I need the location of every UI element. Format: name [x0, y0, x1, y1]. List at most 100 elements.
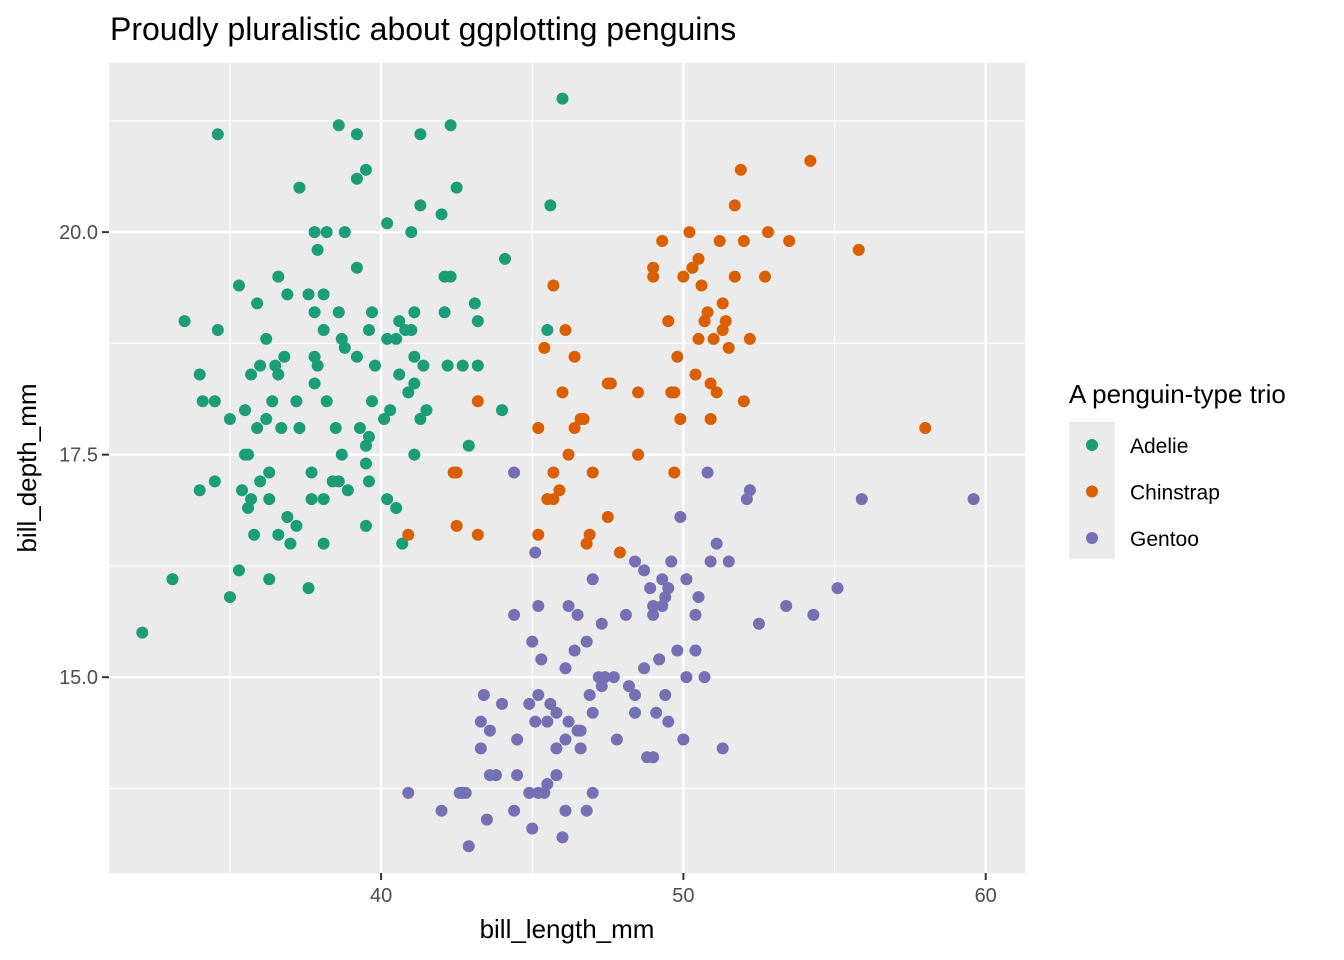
point-chinstrap — [402, 528, 415, 541]
point-adelie — [338, 226, 351, 239]
point-chinstrap — [632, 448, 645, 461]
point-gentoo — [529, 546, 542, 559]
point-chinstrap — [556, 386, 569, 399]
point-gentoo — [574, 724, 587, 737]
point-adelie — [366, 395, 379, 408]
point-chinstrap — [568, 350, 581, 363]
point-chinstrap — [852, 243, 865, 256]
legend: A penguin-type trio Adelie Chinstrap Gento… — [1069, 379, 1286, 559]
point-gentoo — [780, 599, 793, 612]
point-adelie — [544, 199, 557, 212]
point-gentoo — [650, 706, 663, 719]
point-gentoo — [526, 635, 539, 648]
point-adelie — [278, 350, 291, 363]
point-adelie — [384, 404, 397, 417]
point-gentoo — [583, 688, 596, 701]
legend-key-chinstrap — [1086, 485, 1098, 498]
point-gentoo — [559, 662, 572, 675]
point-chinstrap — [737, 235, 750, 248]
point-adelie — [381, 493, 394, 506]
point-adelie — [444, 270, 457, 283]
point-gentoo — [647, 751, 660, 764]
point-gentoo — [462, 840, 475, 853]
x-tick-label: 50 — [672, 885, 694, 907]
point-gentoo — [456, 786, 469, 799]
point-adelie — [405, 226, 418, 239]
point-adelie — [350, 350, 363, 363]
point-adelie — [317, 493, 330, 506]
point-adelie — [308, 306, 321, 319]
point-adelie — [350, 261, 363, 274]
point-chinstrap — [662, 315, 675, 328]
point-gentoo — [607, 671, 620, 684]
point-adelie — [359, 457, 372, 470]
point-adelie — [178, 315, 191, 328]
point-gentoo — [508, 466, 521, 479]
point-chinstrap — [728, 199, 741, 212]
chart-title: Proudly pluralistic about ggplotting pen… — [110, 11, 736, 47]
point-adelie — [239, 404, 252, 417]
legend-key-adelie — [1086, 439, 1098, 451]
point-adelie — [308, 377, 321, 390]
point-adelie — [275, 421, 288, 434]
point-adelie — [366, 306, 379, 319]
y-tick-label: 20.0 — [59, 222, 98, 244]
point-adelie — [496, 404, 509, 417]
point-adelie — [414, 128, 427, 141]
point-adelie — [435, 208, 448, 221]
point-gentoo — [638, 662, 651, 675]
point-gentoo — [698, 671, 711, 684]
point-adelie — [193, 484, 206, 497]
point-chinstrap — [728, 270, 741, 283]
point-chinstrap — [668, 386, 681, 399]
point-adelie — [468, 297, 481, 310]
point-adelie — [381, 217, 394, 230]
point-adelie — [281, 510, 294, 523]
point-adelie — [232, 279, 245, 292]
x-axis-title: bill_length_mm — [480, 914, 655, 944]
point-adelie — [393, 315, 406, 328]
point-adelie — [272, 368, 285, 381]
point-adelie — [393, 368, 406, 381]
point-gentoo — [807, 608, 820, 621]
point-gentoo — [752, 617, 765, 630]
legend-label-gentoo: Gentoo — [1130, 528, 1199, 551]
point-adelie — [232, 564, 245, 577]
point-chinstrap — [783, 235, 796, 248]
point-adelie — [305, 493, 318, 506]
point-gentoo — [580, 804, 593, 817]
point-chinstrap — [762, 226, 775, 239]
point-adelie — [245, 493, 258, 506]
point-adelie — [556, 92, 569, 105]
point-chinstrap — [759, 270, 772, 283]
point-adelie — [359, 163, 372, 176]
point-gentoo — [716, 742, 729, 755]
point-adelie — [408, 306, 421, 319]
point-adelie — [441, 359, 454, 372]
point-gentoo — [622, 680, 635, 693]
point-gentoo — [689, 644, 702, 657]
point-chinstrap — [713, 235, 726, 248]
point-adelie — [414, 413, 427, 426]
point-chinstrap — [632, 386, 645, 399]
point-adelie — [211, 324, 224, 337]
point-adelie — [332, 475, 345, 488]
point-gentoo — [629, 706, 642, 719]
point-chinstrap — [559, 324, 572, 337]
legend-items: Adelie Chinstrap Gentoo — [1086, 435, 1220, 551]
point-adelie — [290, 395, 303, 408]
point-adelie — [263, 493, 276, 506]
y-tick-label: 17.5 — [59, 445, 98, 467]
point-chinstrap — [577, 413, 590, 426]
x-tick-label: 40 — [370, 885, 392, 907]
point-gentoo — [559, 733, 572, 746]
point-gentoo — [550, 706, 563, 719]
point-gentoo — [644, 582, 657, 595]
point-adelie — [462, 439, 475, 452]
point-chinstrap — [668, 466, 681, 479]
point-gentoo — [662, 715, 675, 728]
point-gentoo — [556, 831, 569, 844]
point-gentoo — [619, 608, 632, 621]
point-adelie — [293, 421, 306, 434]
